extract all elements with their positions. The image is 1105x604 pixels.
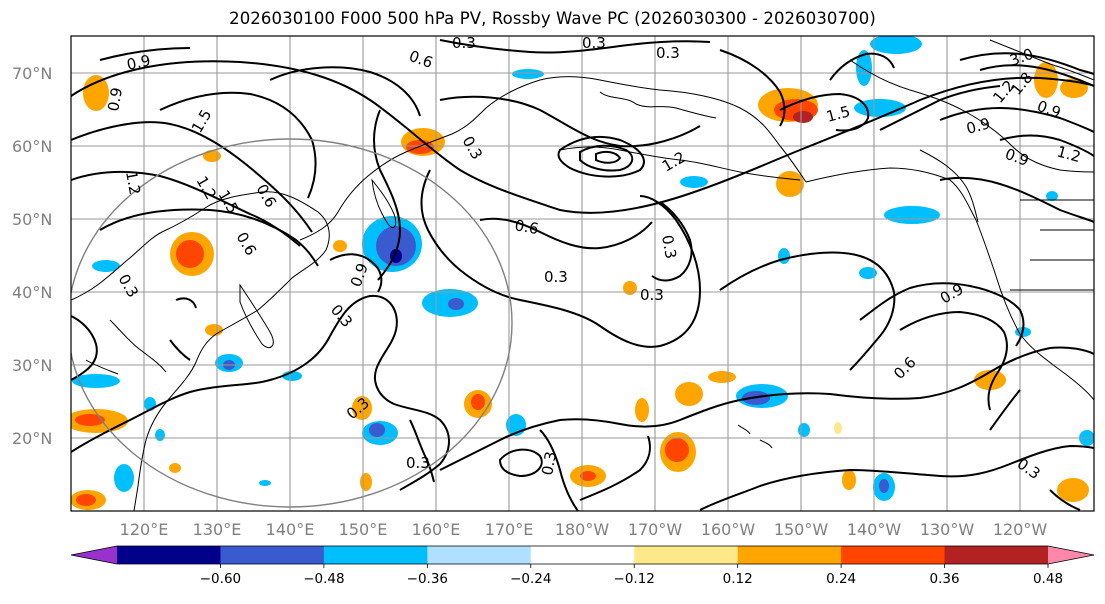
- lon-label: 170°E: [485, 520, 534, 539]
- lat-label: 50°N: [12, 210, 52, 229]
- contour-label: 1.5: [824, 102, 852, 126]
- contour-label: 0.3: [406, 454, 430, 472]
- lon-label: 120°E: [120, 520, 169, 539]
- lat-label: 60°N: [12, 137, 52, 156]
- colorbar-segment: [427, 546, 532, 564]
- positive-anomaly: [71, 62, 1089, 510]
- colorbar-tick-label: −0.12: [614, 571, 655, 587]
- colorbar-extend-low: [71, 546, 117, 564]
- map-title: 2026030100 F000 500 hPa PV, Rossby Wave …: [229, 9, 876, 28]
- contour-label: 1.2: [1055, 142, 1083, 166]
- graticule: [71, 36, 1094, 511]
- colorbar-ticks: −0.60 −0.48 −0.36 −0.24 −0.12 0.12 0.24 0.36 0.4…: [200, 564, 1063, 587]
- lat-label: 20°N: [12, 429, 52, 448]
- contour-label: 0.6: [513, 216, 540, 238]
- contour-label: 0.3: [656, 44, 680, 62]
- colorbar-tick-label: −0.48: [303, 571, 344, 587]
- map-frame: [70, 35, 1095, 512]
- colorbar-tick-label: 0.48: [1033, 571, 1063, 587]
- lon-label: 150°E: [339, 520, 388, 539]
- lon-label: 150°W: [774, 520, 829, 539]
- colorbar-tick-label: −0.60: [200, 571, 241, 587]
- colorbar-segment: [944, 546, 1049, 564]
- contour-label: 0.3: [452, 34, 476, 52]
- lon-label: 140°W: [847, 520, 902, 539]
- contour-label: 0.9: [125, 51, 152, 74]
- colorbar-extend-high: [1048, 546, 1094, 564]
- colorbar-segment: [117, 546, 221, 564]
- lon-label: 130°W: [920, 520, 975, 539]
- colorbar-segment: [737, 546, 842, 564]
- lat-label: 30°N: [12, 356, 52, 375]
- lat-label: 70°N: [12, 64, 52, 83]
- colorbar-segment: [841, 546, 946, 564]
- contour-label: 0.3: [582, 34, 606, 52]
- colorbar-tick-label: 0.36: [930, 571, 960, 587]
- colorbar-segment: [634, 546, 739, 564]
- lon-label: 160°W: [701, 520, 756, 539]
- colorbar-tick-label: −0.36: [407, 571, 448, 587]
- contour-label: 0.3: [538, 450, 560, 477]
- lon-label: 120°W: [993, 520, 1048, 539]
- lat-label: 40°N: [12, 283, 52, 302]
- longitude-labels: 120°E 130°E 140°E 150°E 160°E 170°E 180°…: [120, 520, 1048, 539]
- colorbar-segment: [323, 546, 428, 564]
- lon-label: 130°E: [193, 520, 242, 539]
- colorbar-segment: [220, 546, 325, 564]
- colorbar-segments: [117, 546, 1049, 564]
- reference-circle: [71, 138, 513, 508]
- colorbar-tick-label: 0.24: [826, 571, 856, 587]
- contour-label: 0.3: [640, 286, 664, 304]
- lon-label: 180°W: [555, 520, 610, 539]
- latitude-labels: 70°N 60°N 50°N 40°N 30°N 20°N: [12, 64, 52, 448]
- lon-label: 170°W: [628, 520, 683, 539]
- contour-label: 0.9: [964, 114, 992, 138]
- contour-label: 0.3: [658, 234, 680, 261]
- contour-label: 0.9: [104, 86, 126, 113]
- contour-label: 0.3: [544, 268, 568, 286]
- coastlines: [71, 39, 1094, 511]
- colorbar-tick-label: −0.24: [510, 571, 551, 587]
- colorbar-segment: [530, 546, 635, 564]
- colorbar: −0.60 −0.48 −0.36 −0.24 −0.12 0.12 0.24 0.36 0.4…: [70, 545, 1095, 587]
- lon-label: 140°E: [266, 520, 315, 539]
- lon-label: 160°E: [412, 520, 461, 539]
- colorbar-tick-label: 0.12: [723, 571, 753, 587]
- pv-contours: [71, 39, 1094, 511]
- contour-label: 1.2: [122, 170, 144, 197]
